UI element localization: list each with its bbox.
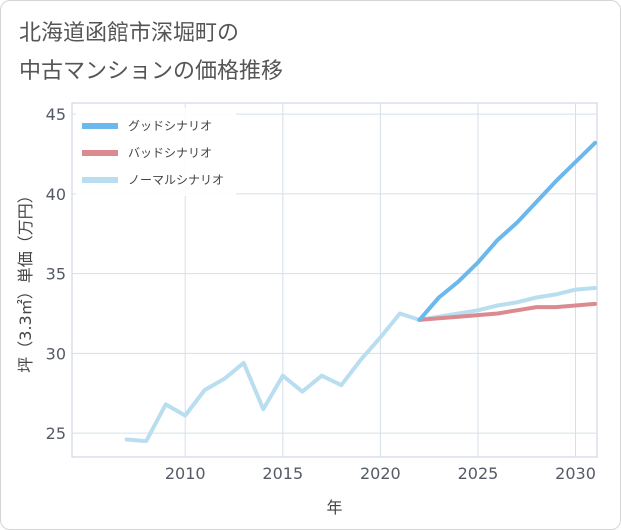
y-axis-title: 坪（3.3㎡）単価（万円） [16, 187, 35, 372]
plot-area [71, 102, 598, 458]
series-line-1 [417, 301, 597, 322]
y-tick-label: 40 [46, 185, 66, 204]
legend-label-2: ノーマルシナリオ [128, 173, 224, 187]
legend-label-0: グッドシナリオ [128, 119, 212, 133]
x-tick-label: 2030 [555, 464, 596, 483]
y-tick-label: 35 [46, 265, 66, 284]
chart-title: 北海道函館市深堀町の 中古マンションの価格推移 [19, 15, 283, 91]
y-tick-label: 45 [46, 105, 66, 124]
y-tick-label: 30 [46, 344, 66, 363]
series-lines [124, 140, 597, 444]
axes: 2010 2015 2020 2025 2030 25 30 35 40 45 [46, 105, 596, 483]
x-axis-title: 年 [326, 498, 342, 517]
x-tick-label: 2015 [262, 464, 303, 483]
x-tick-label: 2020 [360, 464, 401, 483]
x-tick-label: 2025 [458, 464, 499, 483]
y-tick-label: 25 [46, 424, 66, 443]
chart-title-line2: 中古マンションの価格推移 [19, 59, 284, 84]
series-line-2 [124, 286, 597, 444]
x-tick-label: 2010 [165, 464, 206, 483]
legend-label-1: バッドシナリオ [128, 146, 212, 160]
axis-labels: 年 坪（3.3㎡）単価（万円） [16, 187, 343, 517]
chart-title-line1: 北海道函館市深堀町の [19, 21, 240, 46]
grid [71, 102, 598, 458]
series-line-0 [417, 140, 597, 322]
